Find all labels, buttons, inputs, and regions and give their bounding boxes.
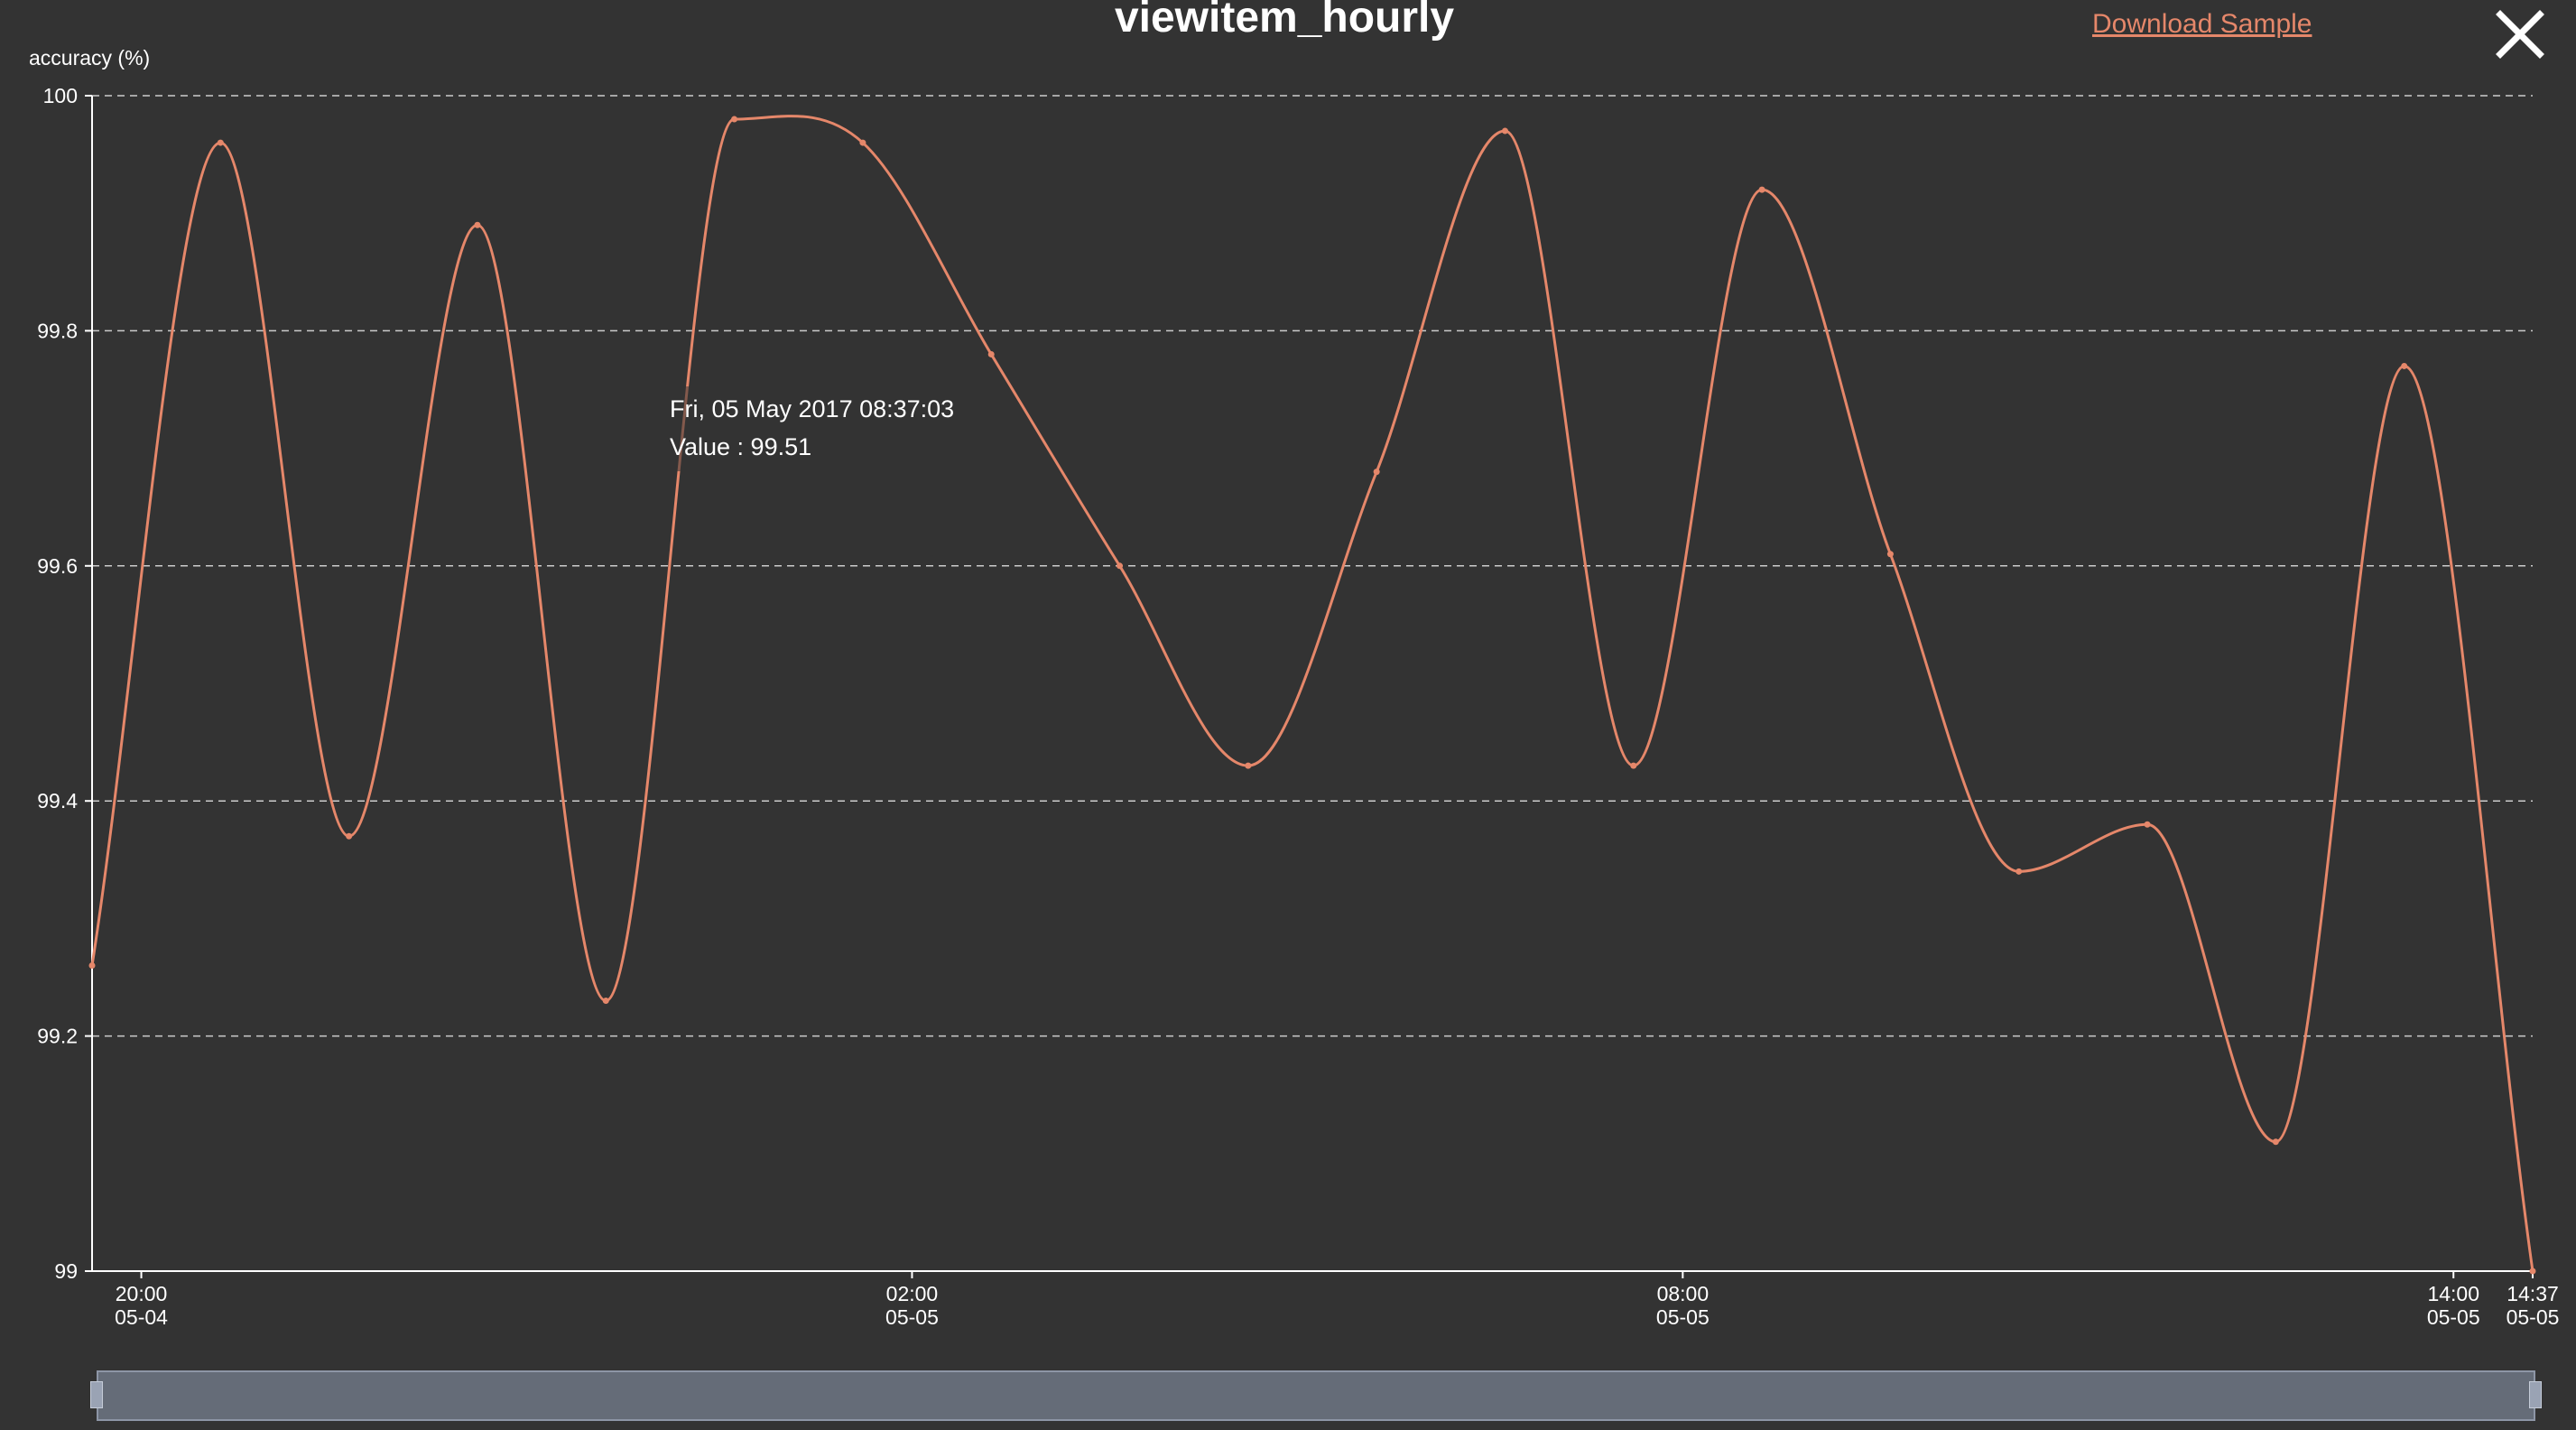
data-point[interactable] (1630, 762, 1637, 769)
x-tick-date-label: 05-05 (2427, 1305, 2480, 1329)
x-tick-time-label: 14:37 (2507, 1282, 2559, 1305)
y-axis-ticks: 99 99.2 99.4 99.6 99.8 100 (37, 84, 92, 1283)
chart-title: viewitem_hourly (1114, 0, 1455, 42)
x-tick-time-label: 02:00 (886, 1282, 939, 1305)
y-tick-label: 99.6 (37, 554, 78, 578)
data-point[interactable] (987, 350, 995, 358)
data-point[interactable] (2529, 1268, 2536, 1275)
data-point[interactable] (731, 116, 738, 123)
data-point[interactable] (859, 139, 866, 146)
x-tick-time-label: 14:00 (2427, 1282, 2479, 1305)
x-tick-date-label: 05-05 (2507, 1305, 2560, 1329)
data-point[interactable] (602, 998, 609, 1005)
series-line (90, 115, 2534, 1272)
data-point[interactable] (2401, 362, 2408, 369)
close-button[interactable] (2493, 7, 2547, 61)
data-zoom-slider[interactable] (97, 1370, 2535, 1421)
data-point[interactable] (2144, 821, 2151, 828)
data-point[interactable] (1373, 469, 1380, 476)
y-tick-label: 99 (54, 1259, 78, 1283)
download-sample-link[interactable]: Download Sample (2092, 9, 2312, 39)
slider-handle-right[interactable] (2529, 1381, 2542, 1408)
data-point[interactable] (1501, 127, 1508, 135)
y-axis-label: accuracy (%) (29, 46, 150, 70)
y-tick-label: 100 (43, 84, 78, 107)
data-point[interactable] (2272, 1138, 2279, 1146)
data-point[interactable] (1758, 186, 1765, 193)
x-tick-date-label: 05-05 (885, 1305, 939, 1329)
data-point[interactable] (346, 832, 353, 840)
x-tick-date-label: 05-04 (115, 1305, 168, 1329)
tooltip: Fri, 05 May 2017 08:37:03 Value : 99.51 (657, 386, 968, 471)
data-point[interactable] (1117, 562, 1124, 570)
y-tick-label: 99.2 (37, 1025, 78, 1048)
slider-handle-left[interactable] (90, 1381, 103, 1408)
data-point[interactable] (2015, 868, 2023, 875)
data-point[interactable] (474, 221, 481, 228)
x-axis-ticks: 20:0005-0402:0005-0508:0005-0514:0005-05… (115, 1271, 2559, 1329)
data-point[interactable] (1245, 762, 1252, 769)
tooltip-value: Value : 99.51 (670, 433, 812, 460)
x-tick-date-label: 05-05 (1656, 1305, 1710, 1329)
tooltip-date: Fri, 05 May 2017 08:37:03 (670, 395, 955, 422)
x-tick-time-label: 20:00 (116, 1282, 168, 1305)
x-tick-time-label: 08:00 (1657, 1282, 1710, 1305)
data-point[interactable] (88, 961, 96, 969)
data-point[interactable] (1886, 551, 1894, 558)
y-tick-label: 99.4 (37, 789, 78, 812)
grid-lines (92, 95, 2533, 1037)
axes (91, 96, 2533, 1272)
y-tick-label: 99.8 (37, 319, 78, 342)
series-accuracy (88, 115, 2536, 1275)
close-icon (2496, 10, 2544, 59)
data-point[interactable] (217, 139, 224, 146)
